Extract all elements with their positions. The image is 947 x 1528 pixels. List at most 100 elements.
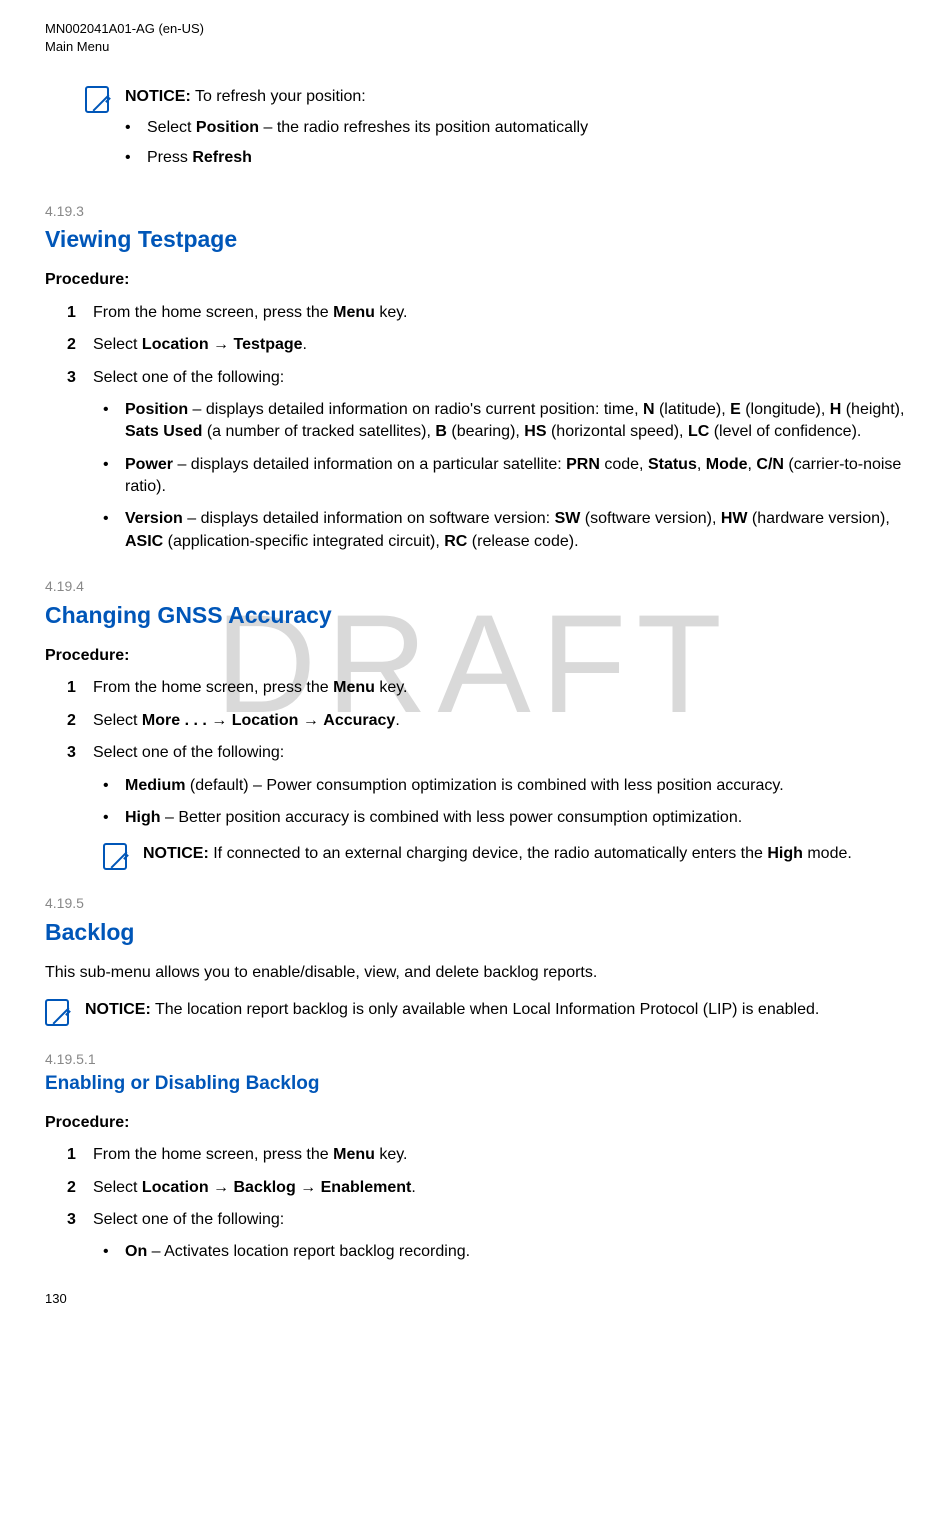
bold: High	[767, 845, 803, 862]
text: Select	[147, 119, 196, 136]
text: →	[209, 1179, 234, 1196]
step: Select one of the following: Medium (def…	[67, 742, 917, 870]
text: (longitude),	[741, 401, 830, 418]
bold: RC	[444, 533, 467, 550]
notice-label: NOTICE:	[85, 1001, 151, 1018]
bold: Location	[232, 712, 299, 729]
text: .	[303, 336, 307, 353]
bold: SW	[555, 510, 581, 527]
notice-label: NOTICE:	[125, 88, 191, 105]
text: →	[207, 712, 232, 729]
bold: Version	[125, 510, 183, 527]
text: ,	[697, 456, 706, 473]
text: (application-specific integrated circuit…	[163, 533, 444, 550]
text: (height),	[841, 401, 904, 418]
notice-bullet: Select Position – the radio refreshes it…	[125, 117, 917, 139]
bold: Enablement	[321, 1179, 412, 1196]
body-text: This sub-menu allows you to enable/disab…	[45, 962, 917, 984]
text: key.	[375, 304, 408, 321]
text: code,	[600, 456, 648, 473]
section-number: 4.19.5.1	[45, 1050, 917, 1070]
text: (horizontal speed),	[547, 423, 688, 440]
text: key.	[375, 679, 408, 696]
text: (software version),	[580, 510, 720, 527]
step-options: Position – displays detailed information…	[103, 399, 917, 553]
bold: More . . .	[142, 712, 207, 729]
notice-lip: NOTICE: The location report backlog is o…	[45, 999, 917, 1026]
text: (a number of tracked satellites),	[202, 423, 435, 440]
notice-label: NOTICE:	[143, 845, 209, 862]
option: On – Activates location report backlog r…	[103, 1241, 917, 1263]
bold: High	[125, 809, 161, 826]
procedure-steps: From the home screen, press the Menu key…	[67, 677, 917, 870]
option: High – Better position accuracy is combi…	[103, 807, 917, 829]
bold: C/N	[756, 456, 784, 473]
text: – displays detailed information on softw…	[183, 510, 555, 527]
doc-section: Main Menu	[45, 38, 917, 56]
text: – the radio refreshes its position autom…	[259, 119, 588, 136]
option: Position – displays detailed information…	[103, 399, 917, 444]
text: (bearing),	[447, 423, 524, 440]
notice-icon	[103, 843, 127, 870]
notice-bullets: Select Position – the radio refreshes it…	[125, 117, 917, 170]
procedure-label: Procedure:	[45, 1112, 917, 1134]
text: →	[296, 1179, 321, 1196]
text: (latitude),	[655, 401, 731, 418]
text: From the home screen, press the	[93, 1146, 333, 1163]
option: Power – displays detailed information on…	[103, 454, 917, 499]
text: Select	[93, 336, 142, 353]
bold: On	[125, 1243, 147, 1260]
procedure-steps: From the home screen, press the Menu key…	[67, 1144, 917, 1264]
bold: HW	[721, 510, 748, 527]
notice-bullet: Press Refresh	[125, 147, 917, 169]
bold: Location	[142, 1179, 209, 1196]
text: (level of confidence).	[709, 423, 861, 440]
bold: Backlog	[233, 1179, 295, 1196]
text: key.	[375, 1146, 408, 1163]
text: .	[395, 712, 399, 729]
text: Select	[93, 1179, 142, 1196]
page-header: MN002041A01-AG (en-US) Main Menu	[45, 20, 917, 56]
text: (hardware version),	[747, 510, 889, 527]
section-title: Viewing Testpage	[45, 223, 917, 255]
option: Medium (default) – Power consumption opt…	[103, 775, 917, 797]
bold: Status	[648, 456, 697, 473]
section-number: 4.19.5	[45, 894, 917, 914]
bold: Menu	[333, 304, 375, 321]
text: →	[298, 712, 323, 729]
subsection-title: Enabling or Disabling Backlog	[45, 1071, 917, 1098]
step: From the home screen, press the Menu key…	[67, 302, 917, 324]
bold: PRN	[566, 456, 600, 473]
step: Select More . . . → Location → Accuracy.	[67, 710, 917, 732]
bold: Testpage	[233, 336, 302, 353]
notice-body: To refresh your position:	[191, 88, 366, 105]
text: →	[209, 336, 234, 353]
text: If connected to an external charging dev…	[209, 845, 768, 862]
text: Select one of the following:	[93, 744, 284, 761]
text: mode.	[803, 845, 852, 862]
text: – Better position accuracy is combined w…	[161, 809, 743, 826]
step-options: On – Activates location report backlog r…	[103, 1241, 917, 1263]
bold: Mode	[706, 456, 748, 473]
bold: Medium	[125, 777, 185, 794]
text: Select	[93, 712, 142, 729]
bold: N	[643, 401, 655, 418]
bold: Menu	[333, 1146, 375, 1163]
text: (default) – Power consumption optimizati…	[185, 777, 783, 794]
bold: HS	[524, 423, 546, 440]
notice-charging: NOTICE: If connected to an external char…	[103, 843, 917, 870]
section-title: Backlog	[45, 916, 917, 948]
notice-icon	[85, 86, 109, 113]
bold: Refresh	[192, 149, 252, 166]
bold: Sats Used	[125, 423, 202, 440]
option: Version – displays detailed information …	[103, 508, 917, 553]
bold: Power	[125, 456, 173, 473]
notice-text: NOTICE: To refresh your position: Select…	[125, 86, 917, 177]
bold: Position	[125, 401, 188, 418]
text: – Activates location report backlog reco…	[147, 1243, 470, 1260]
step: Select one of the following: On – Activa…	[67, 1209, 917, 1264]
notice-text: NOTICE: If connected to an external char…	[143, 843, 917, 865]
step-options: Medium (default) – Power consumption opt…	[103, 775, 917, 830]
notice-refresh: NOTICE: To refresh your position: Select…	[85, 86, 917, 177]
bold: LC	[688, 423, 709, 440]
